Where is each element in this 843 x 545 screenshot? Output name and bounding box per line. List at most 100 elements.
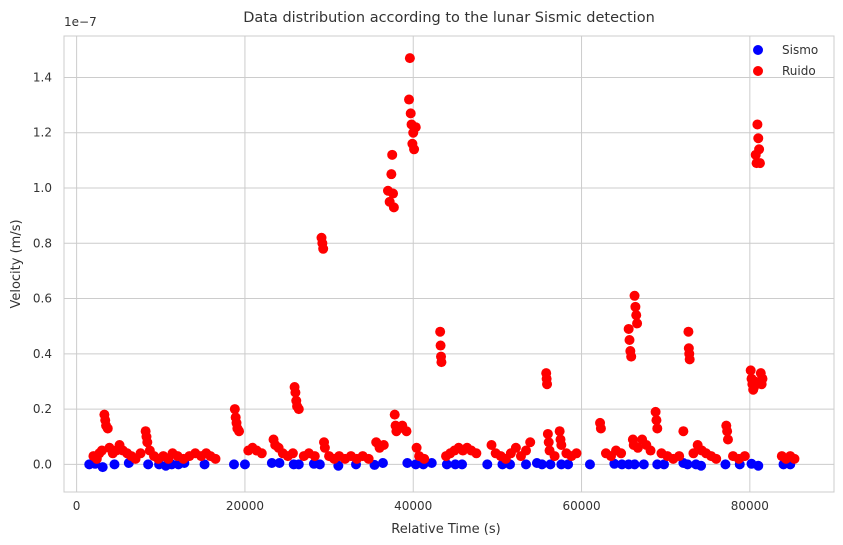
y-multiplier-label: 1e−7 (64, 15, 97, 29)
data-point-ruido (626, 351, 637, 362)
y-tick-label: 1.0 (33, 181, 52, 195)
data-point-sismo (199, 459, 210, 470)
data-point-sismo (228, 459, 239, 470)
data-point-ruido (486, 440, 497, 451)
data-point-sismo (545, 459, 556, 470)
data-point-ruido (674, 451, 685, 462)
data-point-sismo (584, 459, 595, 470)
data-point-ruido (363, 453, 374, 464)
data-point-ruido (102, 423, 113, 434)
data-point-ruido (525, 437, 536, 448)
data-point-sismo (410, 459, 421, 470)
data-point-ruido (651, 415, 662, 426)
data-point-ruido (745, 365, 756, 376)
data-point-ruido (722, 434, 733, 445)
data-point-ruido (549, 451, 560, 462)
data-point-ruido (789, 453, 800, 464)
data-point-ruido (135, 448, 146, 459)
data-point-ruido (678, 426, 689, 437)
data-point-ruido (684, 354, 695, 365)
data-point-ruido (210, 453, 221, 464)
data-point-ruido (404, 53, 415, 64)
data-point-ruido (419, 453, 430, 464)
data-point-ruido (616, 448, 627, 459)
data-point-sismo (659, 459, 670, 470)
data-point-ruido (630, 301, 641, 312)
data-point-sismo (274, 457, 285, 468)
y-tick-labels: 0.0 0.2 0.4 0.6 0.8 1.0 1.2 1.4 (33, 70, 52, 471)
data-point-sismo (638, 459, 649, 470)
data-point-ruido (388, 188, 399, 199)
data-point-sismo (629, 459, 640, 470)
data-point-ruido (293, 404, 304, 415)
legend-marker-sismo (753, 45, 763, 55)
x-axis-label: Relative Time (s) (391, 522, 500, 537)
data-point-ruido (632, 442, 643, 453)
data-point-ruido (309, 451, 320, 462)
data-point-ruido (623, 323, 634, 334)
data-point-sismo (441, 459, 452, 470)
data-point-ruido (229, 404, 240, 415)
data-point-ruido (386, 169, 397, 180)
data-point-sismo (720, 459, 731, 470)
y-tick-label: 0.6 (33, 292, 52, 306)
data-point-ruido (595, 423, 606, 434)
x-tick-label: 60000 (562, 499, 600, 513)
data-point-sismo (536, 459, 547, 470)
data-point-sismo (696, 460, 707, 471)
data-point-ruido (409, 144, 420, 155)
data-point-ruido (388, 202, 399, 213)
y-tick-label: 0.4 (33, 347, 52, 361)
plot-area-frame (63, 35, 835, 493)
grid (64, 36, 834, 492)
legend-label-sismo: Sismo (782, 43, 818, 57)
data-point-sismo (402, 457, 413, 468)
data-point-ruido (629, 290, 640, 301)
data-point-sismo (609, 458, 620, 469)
x-tick-label: 40000 (394, 499, 432, 513)
data-point-sismo (293, 459, 304, 470)
data-point-ruido (542, 428, 553, 439)
data-point-sismo (377, 457, 388, 468)
data-point-ruido (571, 448, 582, 459)
data-point-ruido (683, 326, 694, 337)
data-point-ruido (631, 310, 642, 321)
data-point-sismo (239, 459, 250, 470)
data-point-ruido (542, 379, 553, 390)
y-tick-label: 1.2 (33, 126, 52, 140)
data-point-sismo (314, 459, 325, 470)
y-tick-label: 0.8 (33, 236, 52, 250)
data-point-ruido (401, 426, 412, 437)
data-point-ruido (256, 448, 267, 459)
data-point-sismo (109, 459, 120, 470)
data-point-ruido (319, 442, 330, 453)
data-point-ruido (757, 373, 768, 384)
data-point-ruido (96, 445, 107, 456)
legend: Sismo Ruido (753, 43, 818, 78)
legend-label-ruido: Ruido (782, 64, 816, 78)
data-point-ruido (645, 445, 656, 456)
data-point-ruido (753, 133, 764, 144)
data-point-sismo (457, 459, 468, 470)
data-point-ruido (510, 442, 521, 453)
data-point-ruido (754, 144, 765, 155)
data-point-ruido (405, 108, 416, 119)
x-tick-labels: 0 20000 40000 60000 80000 (73, 499, 769, 513)
legend-marker-ruido (753, 66, 763, 76)
data-point-ruido (554, 426, 565, 437)
x-tick-label: 0 (73, 499, 81, 513)
data-point-ruido (711, 453, 722, 464)
data-point-ruido (234, 426, 245, 437)
data-point-sismo (482, 459, 493, 470)
data-point-sismo (266, 457, 277, 468)
y-tick-label: 0.2 (33, 402, 52, 416)
data-point-ruido (404, 94, 415, 105)
data-point-ruido (318, 243, 329, 254)
data-point-sismo (143, 459, 154, 470)
data-point-ruido (624, 335, 635, 345)
data-point-ruido (521, 445, 531, 456)
data-point-sismo (563, 459, 574, 470)
data-point-ruido (389, 409, 400, 420)
data-point-ruido (556, 440, 567, 451)
x-tick-label: 20000 (226, 499, 264, 513)
